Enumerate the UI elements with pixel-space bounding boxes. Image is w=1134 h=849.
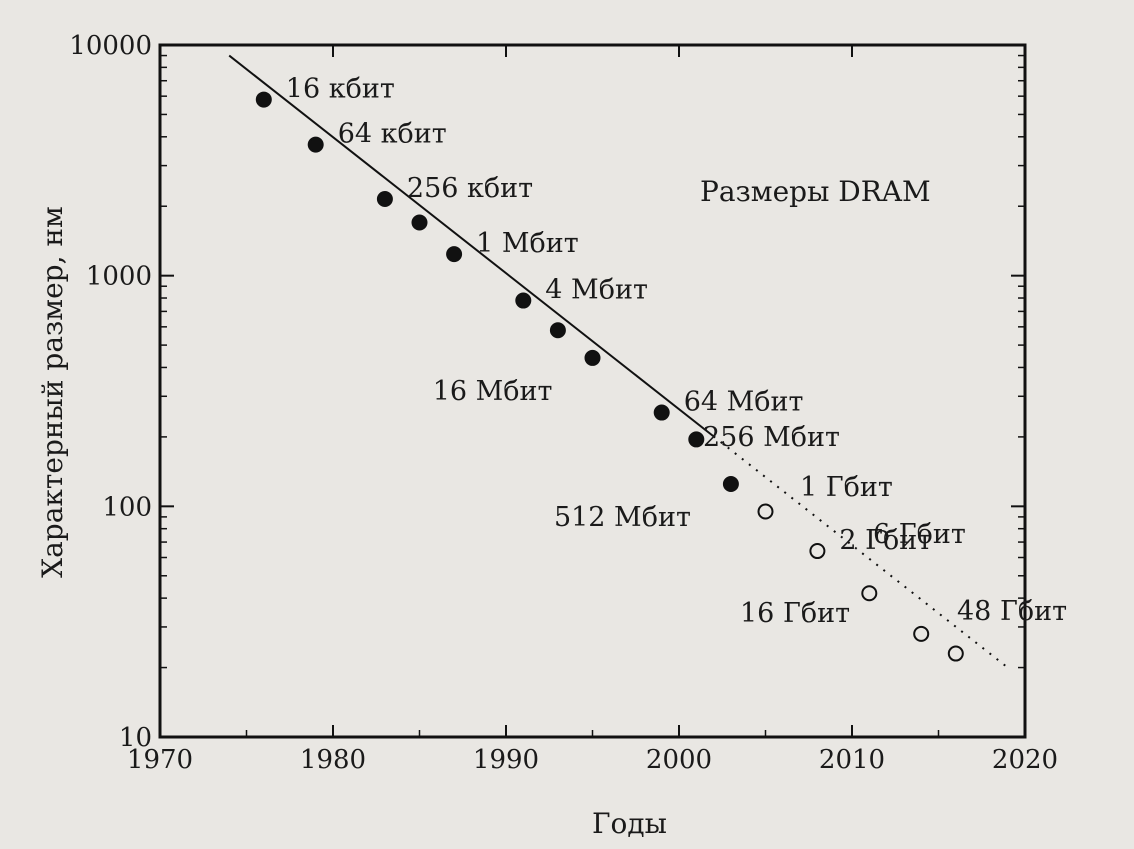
point-label: 1 Мбит — [476, 228, 579, 259]
projected-point — [757, 503, 774, 520]
chart-annotation: 256 Мбит — [703, 422, 840, 453]
trend-line-solid — [228, 54, 715, 438]
data-point — [376, 190, 393, 207]
chart-annotation: 16 Гбит — [740, 598, 850, 629]
data-point — [411, 214, 428, 231]
point-label: 16 кбит — [286, 74, 395, 105]
data-point — [307, 136, 324, 153]
projected-point — [913, 625, 930, 642]
x-axis-label: Годы — [592, 807, 667, 840]
y-tick-label: 100 — [102, 492, 152, 522]
x-tick-label: 1970 — [127, 745, 193, 775]
point-label: 4 Мбит — [545, 275, 648, 306]
projected-point — [809, 543, 826, 560]
data-point — [446, 246, 463, 263]
data-point — [584, 349, 601, 366]
point-label: 2 Гбит — [839, 525, 932, 556]
axis-ticks — [159, 44, 1026, 738]
annotations: 256 Мбит 1 Гбит 6 Гбит 16 Гбит 48 Гбит — [703, 422, 1067, 629]
y-tick-label: 1000 — [86, 262, 152, 292]
plot-frame — [158, 43, 1027, 739]
y-tick-labels: 10 100 1000 10000 — [69, 31, 152, 753]
x-tick-labels: 1970 1980 1990 2000 2010 2020 — [127, 745, 1058, 775]
point-label: 512 Мбит — [554, 502, 691, 533]
data-point — [688, 431, 705, 448]
x-tick-label: 2020 — [992, 745, 1058, 775]
point-label: 256 кбит — [407, 173, 533, 204]
chart-annotation: 1 Гбит — [800, 472, 893, 503]
chart-title: Размеры DRAM — [700, 175, 931, 208]
y-axis-label: Характерный размер, нм — [36, 206, 69, 578]
point-label: 64 кбит — [338, 119, 447, 150]
point-labels: 16 кбит 64 кбит 256 кбит 1 Мбит 4 Мбит 16 Мби… — [286, 74, 932, 556]
data-point — [549, 322, 566, 339]
data-point — [515, 292, 532, 309]
point-label: 64 Мбит — [684, 387, 804, 418]
y-tick-label: 10 — [119, 723, 152, 753]
projected-point — [861, 585, 878, 602]
x-tick-label: 2010 — [819, 745, 885, 775]
data-points — [255, 91, 964, 662]
y-tick-label: 10000 — [69, 31, 152, 61]
data-point — [653, 404, 670, 421]
x-tick-label: 1980 — [300, 745, 366, 775]
data-point — [255, 91, 272, 108]
projected-point — [947, 645, 964, 662]
x-tick-label: 1990 — [473, 745, 539, 775]
point-label: 16 Мбит — [433, 376, 553, 407]
chart-annotation: 6 Гбит — [873, 519, 966, 550]
chart-annotation: 48 Гбит — [957, 596, 1067, 627]
data-point — [722, 475, 739, 492]
x-tick-label: 2000 — [646, 745, 712, 775]
